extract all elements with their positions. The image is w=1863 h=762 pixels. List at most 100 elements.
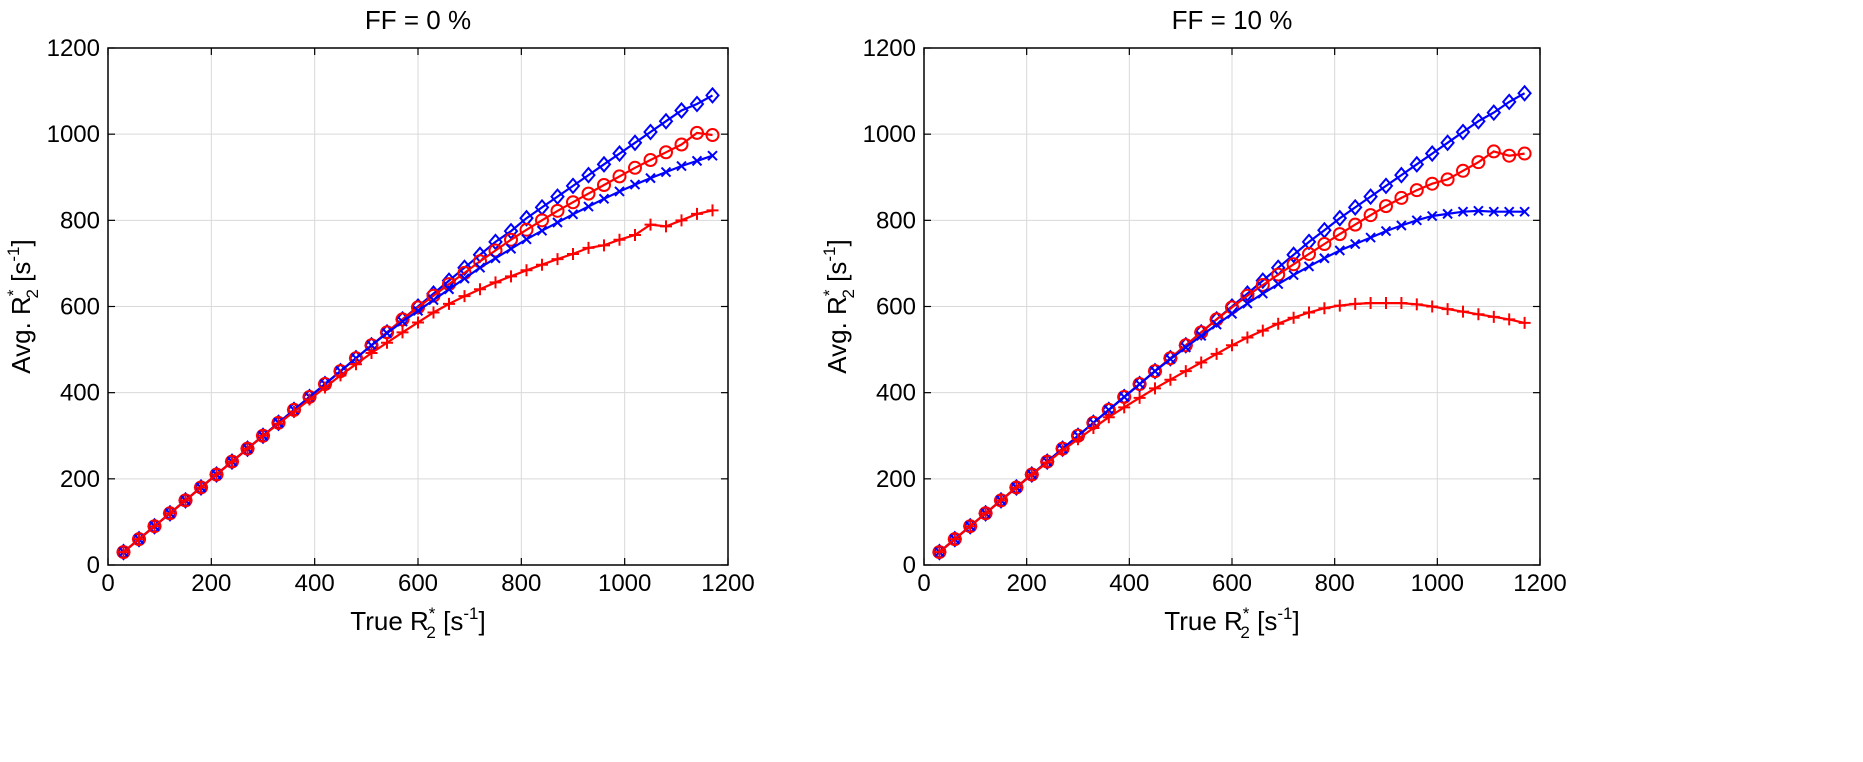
data-point-x — [443, 284, 455, 295]
data-point-x — [567, 209, 579, 220]
data-point-plus — [1380, 297, 1392, 310]
data-point-circle — [504, 232, 518, 247]
data-point-plus — [1457, 305, 1469, 318]
data-point-plus — [458, 290, 471, 303]
data-point-plus — [567, 247, 579, 260]
data-point-plus — [979, 507, 992, 520]
data-point-plus — [396, 326, 409, 339]
data-point-x — [505, 243, 517, 254]
data-point-x — [490, 253, 501, 264]
y-tick-label: 800 — [876, 207, 916, 234]
data-point-plus — [613, 233, 626, 246]
data-point-diamond — [627, 134, 643, 152]
data-point-x — [1226, 308, 1238, 320]
data-point-diamond — [1486, 104, 1502, 122]
data-point-x — [629, 179, 641, 190]
data-point-plus — [1395, 297, 1408, 310]
data-point-plus — [1025, 468, 1038, 481]
data-point-diamond — [596, 155, 612, 173]
x-tick-label: 200 — [191, 570, 231, 597]
data-point-plus — [427, 306, 440, 319]
data-point-plus — [412, 316, 424, 329]
data-point-plus — [1272, 317, 1285, 330]
data-point-x — [1519, 206, 1530, 217]
data-point-plus — [660, 220, 672, 233]
data-point-plus — [272, 417, 285, 430]
data-point-plus — [536, 258, 548, 271]
data-point-plus — [1256, 324, 1269, 337]
data-point-diamond — [457, 259, 472, 277]
data-point-circle — [628, 160, 642, 175]
data-point-x — [397, 316, 408, 327]
data-point-plus — [1472, 308, 1485, 321]
data-point-diamond — [705, 86, 720, 104]
data-point-diamond — [643, 123, 658, 141]
y-tick-label: 0 — [87, 552, 100, 579]
data-point-circle — [1332, 227, 1347, 242]
data-point-plus — [474, 283, 486, 296]
data-point-x — [1242, 298, 1253, 309]
x-tick-label: 200 — [1007, 570, 1047, 597]
data-point-diamond — [658, 112, 674, 130]
data-point-diamond — [1332, 209, 1348, 227]
data-point-plus — [551, 253, 564, 266]
data-point-circle — [488, 243, 503, 258]
data-point-x — [1503, 206, 1515, 217]
data-point-diamond — [1394, 166, 1409, 184]
data-point-plus — [1164, 373, 1177, 386]
data-point-diamond — [1471, 112, 1486, 130]
data-point-x — [1165, 353, 1176, 365]
data-point-x — [1211, 319, 1222, 330]
data-point-circle — [535, 213, 549, 228]
data-point-x — [1149, 365, 1161, 377]
data-point-x — [1134, 378, 1145, 390]
data-point-plus — [598, 239, 610, 252]
data-point-x — [536, 225, 548, 236]
x-tick-label: 800 — [1315, 570, 1355, 597]
data-point-x — [660, 166, 672, 178]
data-point-plus — [1487, 310, 1500, 323]
data-point-plus — [629, 228, 641, 241]
data-point-circle — [1425, 176, 1440, 191]
data-point-diamond — [581, 166, 596, 184]
data-point-circle — [1348, 217, 1363, 232]
data-point-circle — [1132, 377, 1147, 392]
data-point-plus — [1441, 303, 1454, 316]
data-point-circle — [550, 203, 565, 218]
y-tick-label: 400 — [876, 380, 916, 407]
data-point-diamond — [550, 188, 565, 206]
data-point-plus — [1010, 481, 1023, 494]
x-tick-label: 1200 — [1513, 570, 1566, 597]
y-tick-label: 1000 — [47, 121, 100, 148]
data-point-circle — [659, 145, 673, 160]
data-point-diamond — [565, 177, 581, 195]
data-point-x — [459, 273, 470, 284]
data-point-x — [1488, 206, 1500, 217]
data-point-plus — [706, 204, 719, 217]
data-point-plus — [675, 214, 688, 227]
data-point-circle — [1379, 199, 1393, 214]
data-point-x — [1365, 232, 1376, 243]
data-point-plus — [1133, 391, 1146, 404]
x-tick-label: 0 — [101, 570, 114, 597]
data-point-x — [598, 193, 610, 204]
data-point-x — [676, 160, 687, 172]
data-point-circle — [705, 128, 720, 143]
data-point-circle — [1440, 172, 1455, 187]
data-point-plus — [933, 546, 946, 559]
data-point-plus — [133, 533, 145, 546]
data-point-x — [1349, 238, 1361, 250]
data-point-circle — [643, 153, 658, 168]
data-point-diamond — [1409, 155, 1425, 173]
x-tick-label: 400 — [295, 570, 335, 597]
data-point-x — [1257, 288, 1269, 299]
data-point-circle — [597, 178, 611, 193]
data-point-plus — [1287, 311, 1300, 324]
data-point-plus — [164, 507, 176, 520]
data-point-diamond — [1286, 246, 1301, 264]
data-point-x — [552, 217, 563, 228]
data-point-plus — [319, 381, 331, 394]
data-point-plus — [241, 442, 254, 455]
data-point-plus — [582, 241, 595, 254]
